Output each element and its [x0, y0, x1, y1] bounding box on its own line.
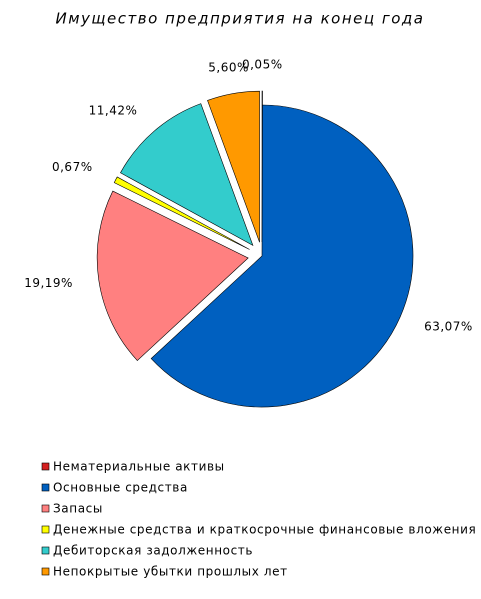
- legend-label: Нематериальные активы: [53, 460, 225, 474]
- legend-label: Запасы: [53, 502, 103, 516]
- data-label: 11,42%: [89, 104, 138, 118]
- legend-swatch: [42, 526, 49, 533]
- chart-title: Имущество предприятия на конец года: [56, 10, 425, 28]
- legend-swatch: [42, 568, 49, 575]
- legend-swatch: [42, 547, 49, 554]
- legend-label: Дебиторская задолженность: [53, 544, 253, 558]
- legend-swatch: [42, 505, 49, 512]
- data-label: 5,60%: [208, 60, 249, 74]
- pie: [97, 91, 413, 407]
- legend: Нематериальные активы Основные средства За…: [42, 460, 476, 579]
- data-label: 19,19%: [24, 276, 73, 290]
- legend-swatch: [42, 463, 49, 470]
- legend-label: Основные средства: [53, 481, 188, 495]
- legend-swatch: [42, 484, 49, 491]
- legend-label: Денежные средства и краткосрочные финанс…: [53, 523, 476, 537]
- data-label: 0,67%: [52, 160, 93, 174]
- legend-label: Непокрытые убытки прошлых лет: [53, 565, 288, 579]
- data-label: 63,07%: [424, 320, 473, 334]
